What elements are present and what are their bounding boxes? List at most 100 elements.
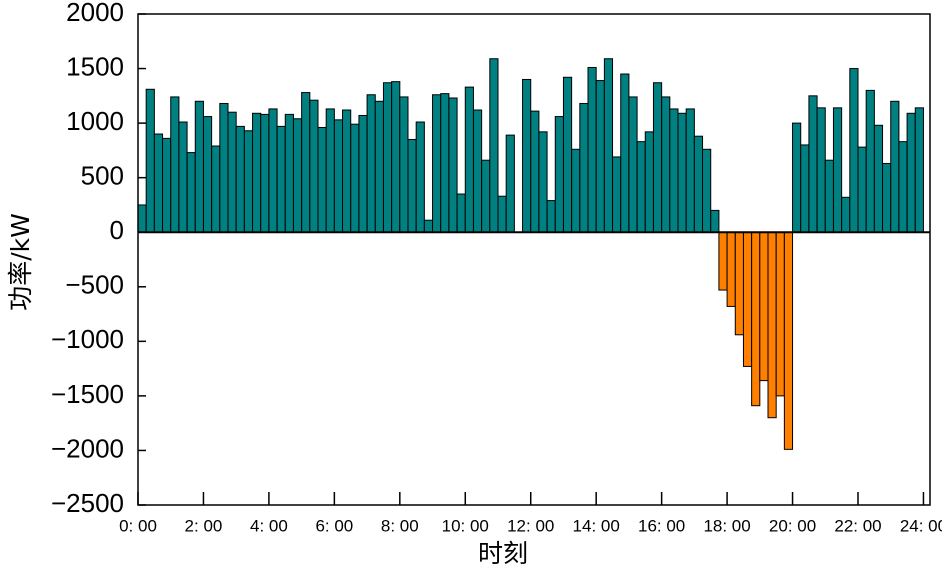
x-tick-label: 14: 00 xyxy=(573,516,620,535)
bar xyxy=(857,146,867,233)
bar xyxy=(792,122,802,233)
bar xyxy=(628,96,638,233)
bar xyxy=(816,107,826,233)
bar xyxy=(775,231,785,397)
bar xyxy=(358,114,368,233)
bar xyxy=(579,102,589,233)
bar xyxy=(530,110,540,233)
bar xyxy=(440,93,450,233)
x-tick-label: 2: 00 xyxy=(185,516,223,535)
bar xyxy=(342,109,352,233)
x-tick-label: 12: 00 xyxy=(507,516,554,535)
bar xyxy=(153,133,164,233)
y-tick-label: −2000 xyxy=(51,433,124,463)
x-axis-label: 时刻 xyxy=(478,539,528,568)
x-tick-label: 8: 00 xyxy=(381,516,419,535)
bar xyxy=(702,148,712,233)
bar xyxy=(522,78,532,233)
bar xyxy=(841,196,851,233)
bar xyxy=(145,88,155,233)
bar xyxy=(505,134,515,233)
bar xyxy=(497,195,507,233)
bar xyxy=(137,204,147,233)
bar xyxy=(407,138,417,233)
bar xyxy=(489,58,499,233)
bar xyxy=(767,231,777,419)
bar xyxy=(783,231,794,450)
y-tick-label: −2500 xyxy=(51,488,124,518)
bar xyxy=(284,113,294,233)
bar xyxy=(890,100,900,233)
bar xyxy=(751,231,761,407)
bar xyxy=(472,109,483,233)
bar xyxy=(718,231,728,291)
bar xyxy=(800,144,810,233)
bar xyxy=(276,125,286,233)
bar xyxy=(603,58,614,233)
x-tick-label: 16: 00 xyxy=(638,516,685,535)
bar xyxy=(325,108,335,233)
bar xyxy=(350,123,360,233)
bar xyxy=(693,135,704,233)
x-tick-label: 0: 00 xyxy=(119,516,157,535)
bar xyxy=(612,156,622,233)
bar xyxy=(661,96,671,233)
bar xyxy=(235,125,245,233)
bar xyxy=(865,89,875,233)
y-tick-label: 2000 xyxy=(66,0,124,27)
bar xyxy=(252,112,262,233)
bar xyxy=(710,209,720,233)
bar xyxy=(677,112,687,233)
bar xyxy=(366,94,376,233)
bar xyxy=(211,145,221,233)
bar xyxy=(906,112,916,233)
bar xyxy=(562,76,573,233)
x-tick-label: 20: 00 xyxy=(769,516,816,535)
x-tick-label: 6: 00 xyxy=(315,516,353,535)
x-tick-label: 24: 00 xyxy=(900,516,942,535)
y-tick-label: 500 xyxy=(81,161,124,191)
bar xyxy=(464,86,474,233)
x-tick-label: 4: 00 xyxy=(250,516,288,535)
bar xyxy=(595,80,605,233)
bar xyxy=(742,231,753,367)
y-axis-label: 功率/kW xyxy=(6,213,35,311)
bar xyxy=(849,68,859,233)
y-tick-label: 1500 xyxy=(66,51,124,81)
bar xyxy=(194,100,204,233)
bar xyxy=(652,82,663,233)
bar xyxy=(333,119,344,233)
x-tick-label: 18: 00 xyxy=(703,516,750,535)
bar xyxy=(546,200,556,233)
bar xyxy=(481,159,491,233)
bar xyxy=(260,113,270,233)
bar xyxy=(382,82,393,233)
bar xyxy=(538,131,548,233)
bar xyxy=(824,159,834,233)
bar xyxy=(759,231,769,382)
bar xyxy=(456,193,466,233)
bar xyxy=(669,108,679,233)
bar xyxy=(571,148,581,233)
bar xyxy=(587,66,597,233)
bar xyxy=(734,231,744,336)
bar xyxy=(873,124,884,233)
bar xyxy=(726,231,736,307)
bar xyxy=(898,141,908,233)
bar xyxy=(832,107,843,233)
bar xyxy=(317,126,327,233)
bar xyxy=(292,118,303,233)
bar xyxy=(243,130,254,233)
bar xyxy=(162,137,172,233)
bar xyxy=(219,102,229,233)
bar xyxy=(554,116,564,233)
y-tick-label: −1500 xyxy=(51,379,124,409)
bar xyxy=(301,92,311,233)
bar xyxy=(914,107,924,233)
bar xyxy=(170,96,180,233)
y-tick-label: −1000 xyxy=(51,324,124,354)
bar xyxy=(391,81,401,233)
bar xyxy=(374,100,384,233)
bar xyxy=(644,131,654,233)
